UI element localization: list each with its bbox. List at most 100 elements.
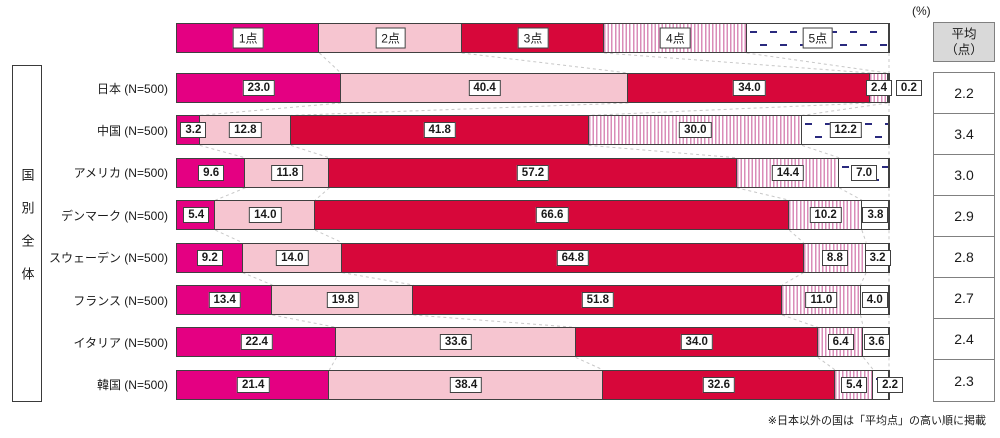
legend-label: 4点 bbox=[660, 27, 691, 49]
value-label: 14.0 bbox=[276, 249, 309, 266]
value-label: 51.8 bbox=[581, 292, 614, 308]
average-header-line1: 平均 bbox=[951, 26, 977, 41]
connector-line bbox=[290, 102, 629, 116]
legend-bar: 1点 2点 3点 4点 5点 bbox=[176, 23, 890, 53]
value-label: 22.4 bbox=[240, 334, 273, 351]
connector-line bbox=[199, 102, 341, 116]
value-label: 12.2 bbox=[829, 122, 862, 139]
value-label: 23.0 bbox=[242, 80, 276, 96]
value-label: 33.6 bbox=[439, 334, 473, 351]
value-label: 3.8 bbox=[862, 207, 889, 224]
value-label: 57.2 bbox=[516, 164, 550, 181]
value-label: 34.0 bbox=[733, 80, 766, 96]
value-label: 4.0 bbox=[861, 292, 888, 308]
connector-line bbox=[863, 357, 874, 371]
bar-row: 3.2 12.8 41.8 30.0 12.2 bbox=[176, 115, 890, 146]
group-label: 国別全体 bbox=[19, 167, 35, 300]
average-header: 平均 （点） bbox=[933, 22, 995, 62]
value-label: 40.4 bbox=[468, 80, 501, 96]
connector-line bbox=[199, 144, 246, 159]
country-label: フランス (N=500) bbox=[73, 293, 168, 308]
value-label: 34.0 bbox=[680, 334, 713, 351]
country-label: デンマーク (N=500) bbox=[60, 208, 168, 223]
legend-label: 5点 bbox=[802, 27, 834, 49]
value-label: 38.4 bbox=[449, 376, 483, 393]
value-label: 12.8 bbox=[229, 122, 262, 139]
value-label: 6.4 bbox=[827, 334, 854, 351]
connector-line bbox=[604, 52, 871, 74]
country-label: 日本 (N=500) bbox=[96, 81, 168, 96]
value-label: 3.6 bbox=[863, 334, 890, 351]
value-label: 5.4 bbox=[183, 207, 210, 224]
connector-line bbox=[242, 272, 273, 286]
connector-line bbox=[215, 229, 243, 244]
average-cell: 3.0 bbox=[934, 155, 994, 196]
value-label: 5.4 bbox=[841, 376, 868, 393]
bar-row: 9.6 11.8 57.2 14.4 7.0 bbox=[176, 157, 890, 188]
average-cell: 3.4 bbox=[934, 114, 994, 155]
value-label: 9.2 bbox=[196, 249, 223, 266]
value-label: 66.6 bbox=[536, 207, 569, 224]
value-label: 64.8 bbox=[556, 249, 590, 266]
value-label: 32.6 bbox=[702, 376, 736, 393]
average-cell: 2.4 bbox=[934, 319, 994, 360]
connector-line bbox=[788, 229, 804, 243]
value-label: 14.4 bbox=[771, 164, 805, 181]
country-label: アメリカ (N=500) bbox=[73, 166, 168, 181]
average-cell: 2.2 bbox=[934, 73, 994, 114]
legend-label: 1点 bbox=[232, 27, 264, 49]
average-column: 2.2 3.4 3.0 2.9 2.8 2.7 2.4 2.3 bbox=[933, 72, 995, 402]
connector-line bbox=[319, 52, 342, 74]
bar-row: 22.4 33.6 34.0 6.4 3.6 bbox=[176, 327, 890, 358]
footnote: ※日本以外の国は「平均点」の高い順に掲載 bbox=[767, 415, 986, 427]
value-label: 11.0 bbox=[805, 292, 838, 308]
average-header-line2: （点） bbox=[945, 43, 983, 57]
value-label: 7.0 bbox=[851, 164, 878, 181]
value-label: 30.0 bbox=[679, 122, 712, 139]
average-cell: 2.8 bbox=[934, 237, 994, 278]
connector-line bbox=[314, 187, 330, 201]
connector-line bbox=[461, 52, 629, 74]
connector-line bbox=[782, 314, 818, 328]
connector-line bbox=[817, 356, 836, 371]
bar-row: 5.4 14.0 66.6 10.2 3.8 bbox=[176, 200, 890, 231]
connector-line bbox=[314, 229, 343, 244]
value-label: 2.2 bbox=[877, 376, 904, 393]
connector-line bbox=[290, 144, 330, 159]
value-label: 2.4 bbox=[866, 80, 893, 96]
value-label: 21.4 bbox=[236, 376, 270, 393]
value-label: 3.2 bbox=[180, 122, 207, 139]
country-label: イタリア (N=500) bbox=[73, 335, 168, 350]
average-cell: 2.7 bbox=[934, 278, 994, 319]
connector-line bbox=[746, 52, 888, 74]
connector-line bbox=[588, 144, 737, 159]
percent-unit-label: (%) bbox=[912, 4, 931, 18]
country-label: 韓国 (N=500) bbox=[96, 378, 168, 393]
connector-line bbox=[860, 314, 864, 328]
value-label: 8.8 bbox=[821, 249, 848, 266]
average-cell: 2.3 bbox=[954, 372, 974, 389]
group-box: 国別全体 bbox=[12, 65, 42, 402]
legend-label: 2点 bbox=[375, 27, 406, 49]
connector-line bbox=[272, 314, 337, 328]
value-label: 41.8 bbox=[423, 122, 456, 139]
connector-line bbox=[328, 357, 337, 371]
country-label: 中国 (N=500) bbox=[96, 123, 168, 138]
connector-line bbox=[575, 356, 604, 371]
connector-line bbox=[781, 272, 804, 286]
connector-line bbox=[413, 314, 576, 328]
value-label: 14.0 bbox=[249, 207, 282, 224]
value-label: 19.8 bbox=[326, 292, 360, 308]
connector-line bbox=[215, 187, 246, 201]
connector-line bbox=[342, 272, 414, 286]
value-label: 11.8 bbox=[271, 164, 304, 181]
value-label: 0.2 bbox=[895, 80, 922, 96]
connector-line bbox=[860, 272, 867, 286]
bar-row: 9.2 14.0 64.8 8.8 3.2 bbox=[176, 242, 891, 273]
connector-line bbox=[801, 144, 840, 159]
value-label: 13.4 bbox=[208, 292, 241, 308]
bar-row: 13.4 19.8 51.8 11.0 4.0 bbox=[176, 285, 890, 315]
legend-label: 3点 bbox=[517, 27, 549, 49]
average-cell: 2.9 bbox=[934, 196, 994, 237]
